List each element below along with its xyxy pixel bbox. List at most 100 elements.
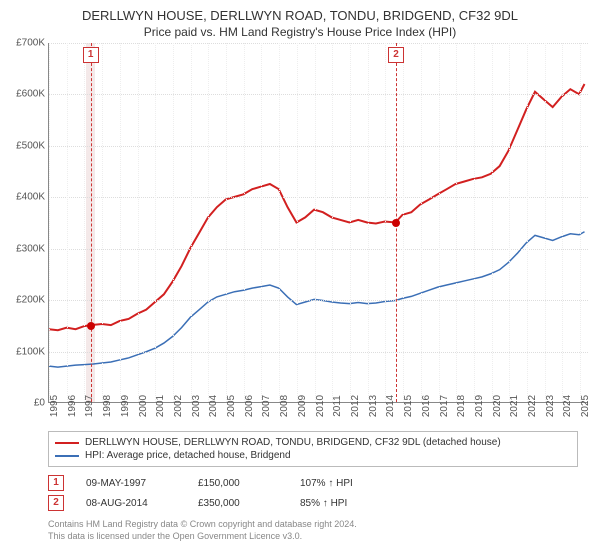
x-tick-label: 2001 (155, 395, 166, 417)
x-gridline (403, 43, 404, 402)
y-gridline (49, 249, 588, 250)
x-tick-label: 2008 (279, 395, 290, 417)
y-tick-label: £700K (16, 38, 45, 49)
y-gridline (49, 146, 588, 147)
x-gridline (49, 43, 50, 402)
y-tick-label: £600K (16, 89, 45, 100)
x-gridline (84, 43, 85, 402)
x-gridline (297, 43, 298, 402)
event-date: 09-MAY-1997 (86, 478, 176, 489)
series-line (49, 84, 585, 330)
x-tick-label: 2009 (297, 395, 308, 417)
event-date: 08-AUG-2014 (86, 498, 176, 509)
chart-lines-svg (49, 43, 588, 402)
event-id-box: 1 (48, 475, 64, 491)
event-marker-box: 1 (83, 47, 99, 63)
x-gridline (439, 43, 440, 402)
legend-label: DERLLWYN HOUSE, DERLLWYN ROAD, TONDU, BR… (85, 437, 501, 448)
x-tick-label: 2002 (173, 395, 184, 417)
x-tick-label: 2003 (191, 395, 202, 417)
x-gridline (279, 43, 280, 402)
footer-line-1: Contains HM Land Registry data © Crown c… (48, 519, 600, 531)
event-price: £350,000 (198, 498, 278, 509)
x-tick-label: 2011 (332, 395, 343, 417)
chart-plot-area: £0£100K£200K£300K£400K£500K£600K£700K199… (48, 43, 588, 403)
x-tick-label: 2014 (385, 395, 396, 417)
x-gridline (368, 43, 369, 402)
x-gridline (155, 43, 156, 402)
x-tick-label: 2004 (208, 395, 219, 417)
x-tick-label: 2000 (138, 395, 149, 417)
legend-label: HPI: Average price, detached house, Brid… (85, 450, 291, 461)
x-tick-label: 2005 (226, 395, 237, 417)
x-gridline (67, 43, 68, 402)
x-gridline (173, 43, 174, 402)
x-gridline (527, 43, 528, 402)
x-tick-label: 2017 (439, 395, 450, 417)
x-tick-label: 2020 (492, 395, 503, 417)
x-gridline (208, 43, 209, 402)
x-gridline (350, 43, 351, 402)
x-tick-label: 2025 (580, 395, 591, 417)
x-gridline (474, 43, 475, 402)
y-tick-label: £100K (16, 346, 45, 357)
events-table: 109-MAY-1997£150,000107% ↑ HPI208-AUG-20… (48, 473, 600, 513)
x-tick-label: 1999 (120, 395, 131, 417)
price-dot (392, 219, 400, 227)
x-tick-label: 2021 (509, 395, 520, 417)
x-gridline (332, 43, 333, 402)
y-tick-label: £300K (16, 243, 45, 254)
event-marker-box: 2 (388, 47, 404, 63)
y-tick-label: £0 (34, 398, 45, 409)
x-tick-label: 2015 (403, 395, 414, 417)
x-tick-label: 2019 (474, 395, 485, 417)
event-row: 109-MAY-1997£150,000107% ↑ HPI (48, 473, 600, 493)
x-tick-label: 2016 (421, 395, 432, 417)
x-tick-label: 2023 (545, 395, 556, 417)
event-hpi-pct: 85% ↑ HPI (300, 498, 410, 509)
legend-box: DERLLWYN HOUSE, DERLLWYN ROAD, TONDU, BR… (48, 431, 578, 467)
x-gridline (120, 43, 121, 402)
y-gridline (49, 94, 588, 95)
y-gridline (49, 300, 588, 301)
x-tick-label: 2018 (456, 395, 467, 417)
x-gridline (385, 43, 386, 402)
x-tick-label: 2024 (562, 395, 573, 417)
x-gridline (315, 43, 316, 402)
x-tick-label: 2013 (368, 395, 379, 417)
x-gridline (244, 43, 245, 402)
x-tick-label: 2006 (244, 395, 255, 417)
x-gridline (580, 43, 581, 402)
legend-swatch (55, 455, 79, 457)
legend-swatch (55, 442, 79, 444)
x-gridline (421, 43, 422, 402)
x-gridline (102, 43, 103, 402)
event-row: 2 08-AUG-2014 £350,000 85% ↑ HPI (48, 493, 600, 513)
x-tick-label: 2012 (350, 395, 361, 417)
event-id-box: 2 (48, 495, 64, 511)
chart-subtitle: Price paid vs. HM Land Registry's House … (0, 23, 600, 43)
y-tick-label: £200K (16, 295, 45, 306)
x-gridline (562, 43, 563, 402)
footer-line-2: This data is licensed under the Open Gov… (48, 531, 600, 543)
x-gridline (492, 43, 493, 402)
x-gridline (138, 43, 139, 402)
x-gridline (191, 43, 192, 402)
y-gridline (49, 197, 588, 198)
x-tick-label: 2007 (261, 395, 272, 417)
x-gridline (509, 43, 510, 402)
event-price: £150,000 (198, 478, 278, 489)
x-gridline (226, 43, 227, 402)
event-vline (91, 43, 92, 402)
price-dot (87, 322, 95, 330)
x-tick-label: 1995 (49, 395, 60, 417)
legend-row: DERLLWYN HOUSE, DERLLWYN ROAD, TONDU, BR… (55, 436, 571, 449)
y-gridline (49, 352, 588, 353)
y-tick-label: £400K (16, 192, 45, 203)
chart-container: DERLLWYN HOUSE, DERLLWYN ROAD, TONDU, BR… (0, 0, 600, 560)
x-gridline (545, 43, 546, 402)
x-gridline (456, 43, 457, 402)
y-gridline (49, 43, 588, 44)
x-tick-label: 2010 (315, 395, 326, 417)
footer-attribution: Contains HM Land Registry data © Crown c… (48, 519, 600, 542)
